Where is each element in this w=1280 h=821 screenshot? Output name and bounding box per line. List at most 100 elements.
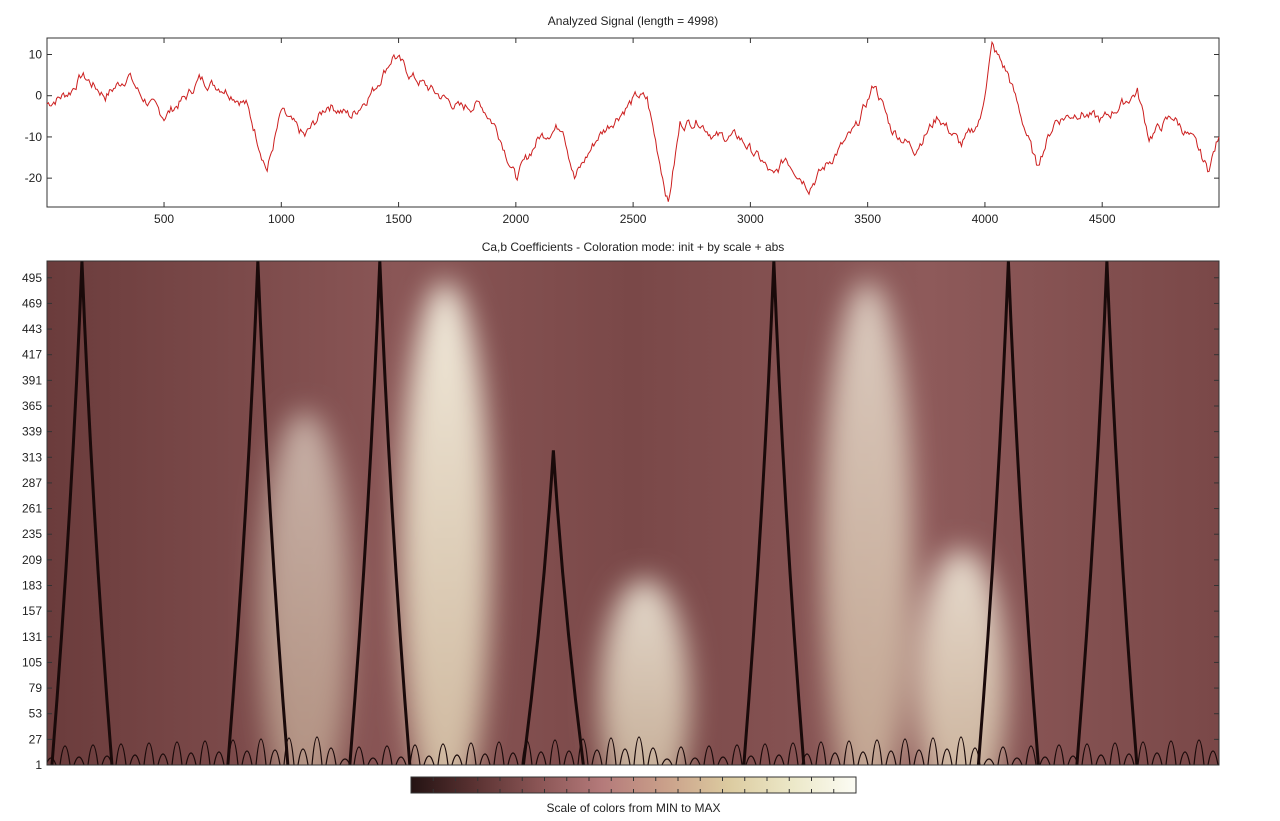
coef-ytick-label: 157: [22, 604, 42, 618]
fine-arch: [1053, 744, 1065, 765]
coef-ytick-label: 365: [22, 399, 42, 413]
fine-arch: [353, 746, 365, 765]
signal-title: Analyzed Signal (length = 4998): [547, 14, 719, 28]
fine-arch: [1039, 756, 1051, 765]
coef-ytick-label: 495: [22, 271, 42, 285]
fine-arch: [703, 745, 715, 765]
zero-line: [226, 261, 290, 765]
fine-arch: [1123, 753, 1135, 765]
fine-arch: [605, 737, 617, 765]
fine-arch: [115, 743, 127, 765]
bright-zone: [599, 578, 690, 765]
colorbar-label: Scale of colors from MIN to MAX: [546, 801, 721, 815]
fine-arch: [1109, 742, 1121, 765]
signal-line: [46, 40, 1220, 202]
fine-arch: [227, 739, 239, 765]
fine-arch: [1179, 751, 1191, 765]
fine-arch: [829, 752, 841, 765]
fine-arch: [283, 737, 295, 765]
bright-zones: [259, 281, 1007, 765]
zero-line: [521, 450, 585, 765]
fine-arch: [969, 747, 981, 765]
fine-arch: [367, 757, 379, 765]
bright-zone: [916, 549, 1007, 765]
fine-arch: [759, 743, 771, 765]
fine-arch: [717, 756, 729, 765]
bright-zone: [259, 411, 350, 765]
coef-ytick-label: 27: [29, 732, 43, 746]
fine-arch: [577, 738, 589, 765]
fine-arch: [1165, 740, 1177, 765]
fine-arch: [1067, 755, 1079, 765]
signal-xtick-label: 4000: [972, 212, 999, 226]
fine-arch: [1193, 739, 1205, 765]
fine-arch: [493, 741, 505, 765]
fine-arch: [843, 740, 855, 765]
fine-arch: [731, 744, 743, 765]
fine-arch: [185, 752, 197, 765]
fine-arch: [1151, 752, 1163, 765]
fine-arch: [745, 755, 757, 765]
bright-zone: [822, 281, 913, 765]
fine-arch: [661, 758, 673, 765]
fine-arch: [213, 751, 225, 765]
zero-line: [1075, 261, 1139, 765]
fine-arch: [339, 758, 351, 765]
coef-ytick-label: 235: [22, 527, 42, 541]
fine-arch: [465, 742, 477, 765]
coef-ytick-label: 287: [22, 476, 42, 490]
coef-ytick-label: 209: [22, 553, 42, 567]
signal-xtick-label: 1500: [385, 212, 412, 226]
signal-xtick-label: 1000: [268, 212, 295, 226]
zero-lines: [50, 261, 1139, 765]
coef-ytick-label: 131: [22, 630, 42, 644]
zero-line: [50, 261, 114, 765]
coef-ticks: 1 27 53 79 105 131 157 183 209 235 261 287 313 339 365…: [22, 271, 1219, 772]
coef-ytick-label: 417: [22, 348, 42, 362]
fine-arch: [255, 738, 267, 765]
coef-ytick-label: 391: [22, 373, 42, 387]
fine-arch: [535, 751, 547, 765]
fine-arch: [815, 741, 827, 765]
signal-axes-box: [46, 37, 1220, 208]
fine-arch: [955, 736, 967, 765]
fine-arch: [773, 754, 785, 765]
coef-axes-box: [46, 260, 1220, 766]
fine-arch: [241, 750, 253, 765]
fine-arch: [157, 753, 169, 765]
fine-arch: [143, 742, 155, 765]
fine-arch: [47, 757, 57, 765]
fine-scale-texture: [47, 736, 1219, 765]
coef-ytick-label: 105: [22, 655, 42, 669]
fine-arch: [983, 758, 995, 765]
signal-xtick-label: 3000: [737, 212, 764, 226]
coef-ytick-label: 183: [22, 578, 42, 592]
fine-arch: [101, 755, 113, 765]
fine-arch: [507, 752, 519, 765]
coef-ytick-label: 79: [29, 681, 43, 695]
fine-arch: [521, 740, 533, 765]
coef-ytick-label: 469: [22, 296, 42, 310]
fine-arch: [437, 743, 449, 765]
fine-arch: [619, 748, 631, 765]
fine-arch: [381, 745, 393, 765]
fine-arch: [927, 737, 939, 765]
signal-xtick-label: 2000: [502, 212, 529, 226]
fine-arch: [1095, 754, 1107, 765]
bright-zone: [400, 281, 491, 765]
coef-ytick-label: 443: [22, 322, 42, 336]
fine-arch: [297, 748, 309, 765]
fine-arch: [129, 754, 141, 765]
fine-arch: [87, 744, 99, 765]
fine-arch: [549, 739, 561, 765]
fine-arch: [311, 736, 323, 765]
fine-arch: [885, 750, 897, 765]
zero-line: [348, 261, 412, 765]
coef-ytick-label: 261: [22, 502, 42, 516]
fine-arch: [171, 741, 183, 765]
fine-arch: [59, 745, 71, 765]
fine-arch: [997, 746, 1009, 765]
fine-arch: [409, 744, 421, 765]
fine-arch: [1081, 743, 1093, 765]
